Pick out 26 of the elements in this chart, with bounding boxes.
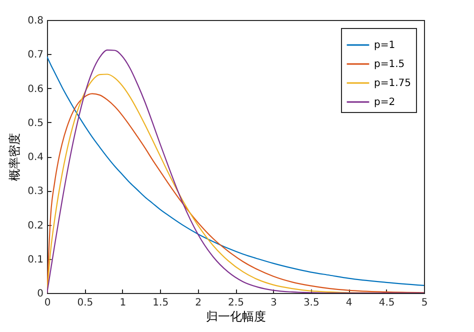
y-tick-label: 0 — [37, 288, 44, 300]
x-tick-label: 4.5 — [378, 298, 395, 308]
y-tick-label: 0.2 — [28, 220, 44, 232]
x-tick-label: 2.5 — [228, 298, 244, 308]
y-tick-label: 0.3 — [28, 186, 44, 198]
x-tick-label: 1 — [120, 298, 126, 308]
legend-label: p=1.75 — [374, 78, 411, 89]
x-tick-label: 0 — [44, 298, 51, 308]
legend-label: p=2 — [374, 97, 396, 108]
y-tick-label: 0.8 — [28, 16, 44, 26]
x-tick-label: 5 — [421, 298, 428, 308]
x-tick-label: 4 — [346, 298, 352, 308]
y-tick-label: 0.4 — [28, 152, 44, 163]
y-tick-label: 0.1 — [28, 254, 44, 266]
x-tick-label: 3 — [270, 298, 277, 308]
y-tick-label: 0.7 — [28, 50, 44, 61]
x-axis-title: 归一化幅度 — [206, 310, 266, 324]
legend-label: p=1.5 — [374, 59, 405, 70]
legend-label: p=1 — [374, 40, 396, 51]
y-axis-title: 概率密度 — [8, 133, 22, 181]
y-tick-label: 0.6 — [28, 84, 44, 95]
y-tick-label: 0.5 — [28, 118, 44, 129]
x-tick-label: 0.5 — [77, 298, 94, 308]
x-tick-label: 2 — [195, 298, 202, 308]
x-tick-label: 1.5 — [152, 298, 169, 308]
x-tick-label: 3.5 — [303, 298, 320, 308]
